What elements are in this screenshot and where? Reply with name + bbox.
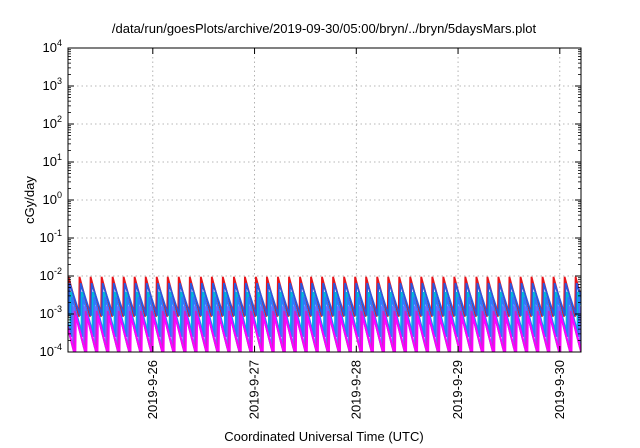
y-axis-label: cGy/day <box>22 176 37 224</box>
series-line <box>68 296 581 338</box>
series-line <box>68 291 581 335</box>
x-axis-label: Coordinated Universal Time (UTC) <box>224 429 423 444</box>
y-tick-label: 100 <box>43 190 62 207</box>
y-tick-label: 101 <box>43 152 62 169</box>
series-layer <box>68 276 581 352</box>
y-tick-label: 10-2 <box>40 266 62 283</box>
series-line <box>68 305 581 348</box>
y-tick-label: 10-3 <box>40 304 62 321</box>
x-tick-label: 2019-9-30 <box>552 360 567 419</box>
x-tick-label: 2019-9-26 <box>145 360 160 419</box>
y-tick-label: 102 <box>43 114 62 131</box>
y-tick-label: 10-1 <box>40 228 62 245</box>
chart-title: /data/run/goesPlots/archive/2019-09-30/0… <box>112 21 537 36</box>
x-tick-label: 2019-9-28 <box>348 360 363 419</box>
x-tick-label: 2019-9-29 <box>450 360 465 419</box>
tick-layer: 10-4 10-3 10-2 10-1 100 101 102 103 104 2019-9-26… <box>40 38 581 419</box>
series-line <box>68 282 581 316</box>
y-tick-label: 10-4 <box>40 342 62 359</box>
series-line <box>68 315 581 352</box>
y-tick-label: 104 <box>43 38 62 55</box>
y-tick-label: 103 <box>43 76 62 93</box>
x-tick-label: 2019-9-27 <box>247 360 262 419</box>
